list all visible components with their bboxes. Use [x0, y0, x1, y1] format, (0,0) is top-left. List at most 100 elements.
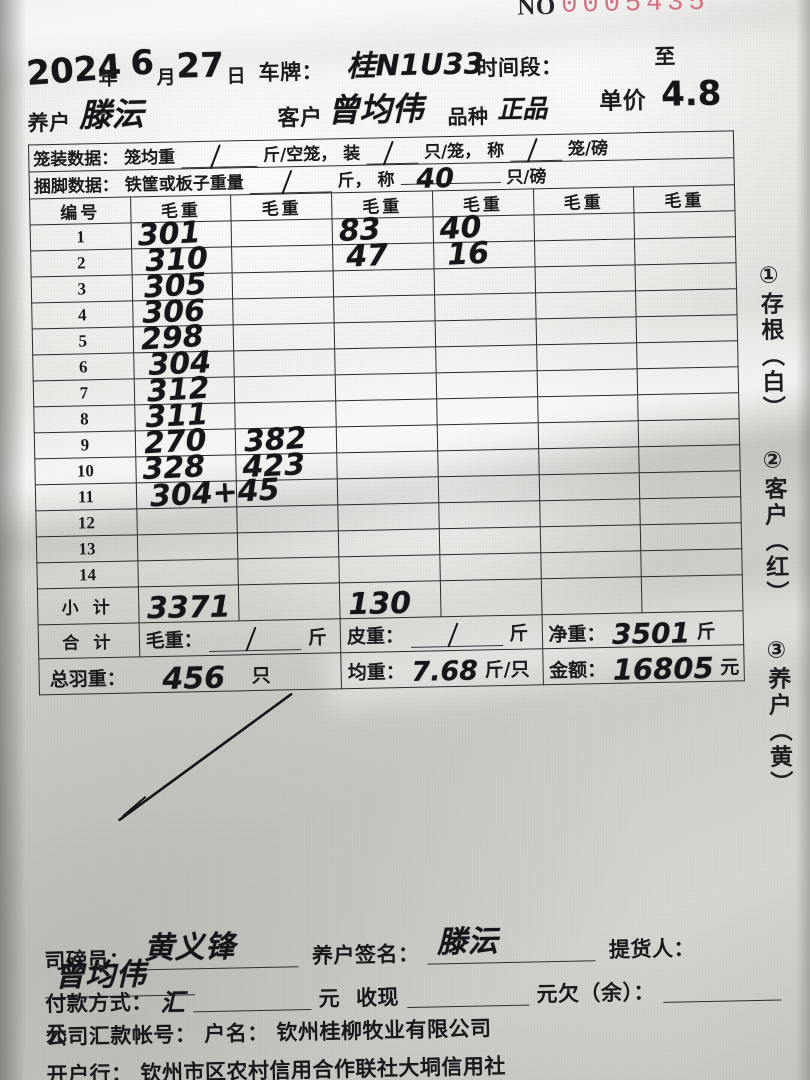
total-net-cell[interactable]: 净重： 3501 斤: [541, 610, 744, 651]
birds-avg-value[interactable]: 7.68: [411, 655, 479, 688]
cell-c3[interactable]: 47: [332, 238, 434, 275]
cell-c5[interactable]: [538, 472, 640, 501]
total-tare-cell[interactable]: 皮重： 斤: [340, 614, 543, 653]
cell-c4[interactable]: [439, 526, 541, 555]
cell-c3[interactable]: [336, 450, 439, 479]
cell-c5[interactable]: [535, 316, 637, 345]
cell-c2[interactable]: [237, 504, 339, 533]
cell-c4[interactable]: [438, 500, 540, 529]
cell-c5[interactable]: [539, 498, 641, 527]
cell-c3[interactable]: [336, 424, 438, 453]
month-value[interactable]: 6: [129, 42, 155, 84]
birds-avg-cell[interactable]: 均重： 7.68 斤/只: [340, 648, 543, 689]
day-value[interactable]: 27: [176, 45, 225, 87]
cell-c6[interactable]: [640, 522, 742, 551]
cell-c5[interactable]: [533, 212, 635, 241]
cage-weigh-value[interactable]: [509, 139, 563, 162]
cell-c6[interactable]: [638, 418, 740, 447]
total-gross-cell[interactable]: 毛重： 斤: [138, 618, 341, 657]
farmer-value[interactable]: 滕沄: [79, 95, 144, 135]
cell-c4[interactable]: [435, 344, 537, 373]
foot-weigh-value[interactable]: 40: [400, 163, 501, 195]
cell-c6[interactable]: [636, 314, 738, 343]
breed-value[interactable]: 正品: [497, 94, 548, 125]
birds-amount-cell[interactable]: 金额： 16805 元: [542, 644, 745, 687]
cell-c2[interactable]: [237, 530, 339, 559]
cell-c6[interactable]: [634, 236, 737, 265]
cell-c3[interactable]: [333, 268, 435, 297]
payment-amount-field[interactable]: [192, 988, 312, 1013]
cell-c3[interactable]: [338, 528, 440, 557]
owe-field[interactable]: [662, 979, 782, 1003]
cell-c6[interactable]: [639, 496, 742, 525]
cell-c5[interactable]: [534, 264, 636, 293]
subtotal-c4[interactable]: [440, 578, 542, 617]
cell-c4[interactable]: [433, 266, 536, 295]
cell-c2[interactable]: [233, 322, 335, 351]
cell-c6[interactable]: [635, 262, 737, 291]
subtotal-c1[interactable]: 3371: [138, 584, 240, 626]
customer-value[interactable]: 曾均伟: [326, 89, 424, 130]
birds-count-cell[interactable]: 总羽重： 456 只: [38, 652, 342, 697]
cell-c3[interactable]: [333, 294, 435, 323]
cell-c1[interactable]: [137, 558, 239, 587]
cell-c5[interactable]: [536, 368, 638, 397]
cell-c1[interactable]: 304+45: [136, 472, 280, 514]
farmer-sign-field[interactable]: 滕沄: [427, 924, 596, 965]
subtotal-c2[interactable]: [238, 582, 341, 621]
cell-c5[interactable]: [537, 394, 639, 423]
cell-c2[interactable]: [231, 244, 334, 273]
cell-c3[interactable]: [334, 320, 436, 349]
cell-c5[interactable]: [539, 524, 641, 553]
cell-c6[interactable]: [634, 210, 736, 239]
cell-c1[interactable]: [136, 506, 238, 535]
total-gross-value[interactable]: [209, 627, 302, 652]
cell-c6[interactable]: [636, 340, 739, 369]
cell-c4[interactable]: [434, 292, 536, 321]
total-tare-value[interactable]: [410, 623, 503, 648]
plate-value[interactable]: 桂N1U33: [346, 46, 485, 84]
cell-c3[interactable]: [335, 398, 438, 427]
cell-c5[interactable]: [540, 550, 642, 579]
cell-c6[interactable]: [639, 470, 741, 499]
cell-c3[interactable]: [335, 372, 437, 401]
cell-c4[interactable]: [437, 448, 539, 477]
foot-cage-value[interactable]: [249, 171, 332, 195]
cell-c2[interactable]: [231, 218, 333, 247]
cell-c4[interactable]: 16: [433, 236, 535, 273]
cell-c2[interactable]: [234, 374, 336, 403]
birds-count-value[interactable]: 456: [162, 660, 226, 697]
subtotal-c5[interactable]: [540, 576, 643, 615]
cash-field[interactable]: [406, 984, 529, 1009]
cell-c5[interactable]: [535, 290, 637, 319]
cell-c6[interactable]: [638, 444, 741, 473]
cage-load-value[interactable]: [365, 142, 419, 165]
cell-c5[interactable]: [537, 420, 639, 449]
cell-c4[interactable]: [437, 422, 539, 451]
cage-avg-value[interactable]: [180, 145, 258, 169]
birds-amount-value[interactable]: 16805: [612, 650, 715, 687]
cell-c2[interactable]: [234, 348, 336, 377]
cell-c6[interactable]: [637, 366, 739, 395]
cell-c5[interactable]: [536, 342, 638, 371]
cell-c2[interactable]: [232, 270, 334, 299]
cell-c4[interactable]: [438, 474, 540, 503]
cell-c4[interactable]: [435, 370, 538, 399]
cell-c3[interactable]: [337, 502, 440, 531]
price-value[interactable]: 4.8: [660, 73, 722, 115]
cell-c3[interactable]: [337, 476, 439, 505]
cell-c2[interactable]: [238, 556, 340, 585]
cell-c4[interactable]: [439, 552, 541, 581]
cell-c4[interactable]: [434, 318, 537, 347]
subtotal-c3[interactable]: 130: [339, 580, 441, 622]
cell-c5[interactable]: [534, 238, 636, 267]
cell-c4[interactable]: [436, 396, 538, 425]
cell-c5[interactable]: [538, 446, 640, 475]
cell-c6[interactable]: [637, 392, 740, 421]
subtotal-c6[interactable]: [641, 574, 743, 613]
payment-value[interactable]: 汇: [160, 988, 186, 1017]
weigher-value-field[interactable]: 黄义锋: [137, 929, 299, 971]
cell-c2[interactable]: [236, 478, 338, 507]
cell-c6[interactable]: [635, 288, 738, 317]
cell-c2[interactable]: [233, 296, 335, 325]
